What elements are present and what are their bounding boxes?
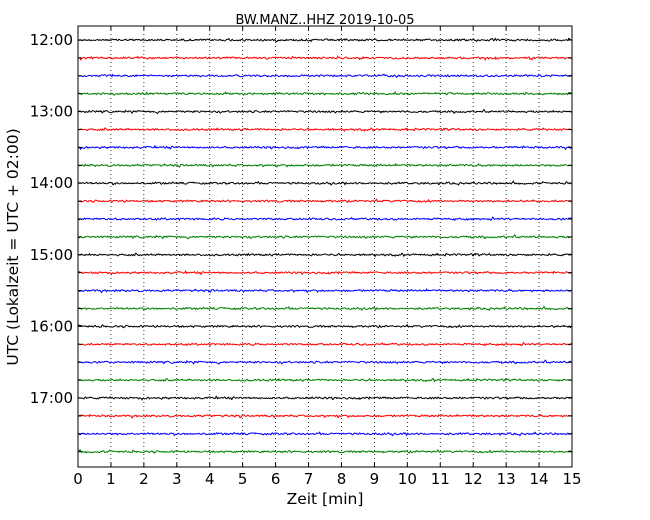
trace-line	[77, 54, 573, 62]
x-axis: 0 1 2 3 4 5 6 7 8 9 10 11 12 13 14 15	[73, 26, 582, 488]
trace-line	[77, 395, 573, 401]
x-tick-label: 14	[530, 470, 549, 488]
trace-line	[77, 234, 573, 240]
trace-line	[77, 377, 573, 383]
x-tick-label: 11	[431, 470, 450, 488]
x-tick-label: 15	[562, 470, 581, 488]
trace-line	[77, 270, 573, 276]
x-tick-label: 4	[205, 470, 215, 488]
y-tick-label: 12:00	[30, 31, 73, 49]
y-axis-label: UTC (Lokalzeit = UTC + 02:00)	[4, 128, 22, 365]
x-tick-label: 10	[398, 470, 417, 488]
x-tick-label: 0	[73, 470, 83, 488]
y-tick-label: 17:00	[30, 389, 73, 407]
grid-lines	[110, 26, 540, 467]
seismic-traces	[77, 37, 573, 454]
x-tick-label: 6	[271, 470, 281, 488]
trace-line	[77, 431, 573, 437]
trace-line	[77, 144, 573, 151]
trace-line	[77, 359, 573, 365]
trace-line	[77, 341, 573, 347]
trace-line	[77, 305, 573, 312]
x-tick-label: 3	[172, 470, 182, 488]
chart-title: BW.MANZ..HHZ 2019-10-05	[235, 13, 414, 28]
x-tick-label: 1	[106, 470, 116, 488]
x-tick-label: 9	[370, 470, 380, 488]
trace-line	[77, 252, 573, 258]
trace-line	[77, 216, 573, 222]
y-tick-label: 13:00	[30, 103, 73, 121]
trace-line	[77, 37, 573, 43]
trace-line	[77, 198, 573, 204]
plot-background	[78, 26, 572, 467]
x-tick-label: 8	[337, 470, 347, 488]
x-tick-label: 2	[139, 470, 149, 488]
y-tick-label: 15:00	[30, 246, 73, 264]
x-tick-label: 13	[497, 470, 516, 488]
trace-line	[77, 162, 573, 168]
trace-line	[77, 323, 573, 329]
plot-frame	[77, 25, 573, 468]
trace-line	[77, 288, 573, 294]
trace-line	[77, 127, 573, 133]
y-axis: 12:00 13:00 14:00 15:00 16:00 17:00	[30, 31, 572, 453]
x-tick-label: 7	[304, 470, 314, 488]
x-tick-label: 12	[464, 470, 483, 488]
trace-line	[77, 448, 573, 454]
x-axis-label: Zeit [min]	[287, 490, 364, 508]
trace-line	[77, 413, 573, 419]
y-tick-label: 14:00	[30, 174, 73, 192]
y-tick-label: 16:00	[30, 317, 73, 335]
trace-line	[77, 108, 573, 115]
trace-line	[77, 180, 573, 186]
trace-line	[77, 90, 573, 96]
x-tick-label: 5	[238, 470, 248, 488]
trace-line	[77, 73, 573, 79]
